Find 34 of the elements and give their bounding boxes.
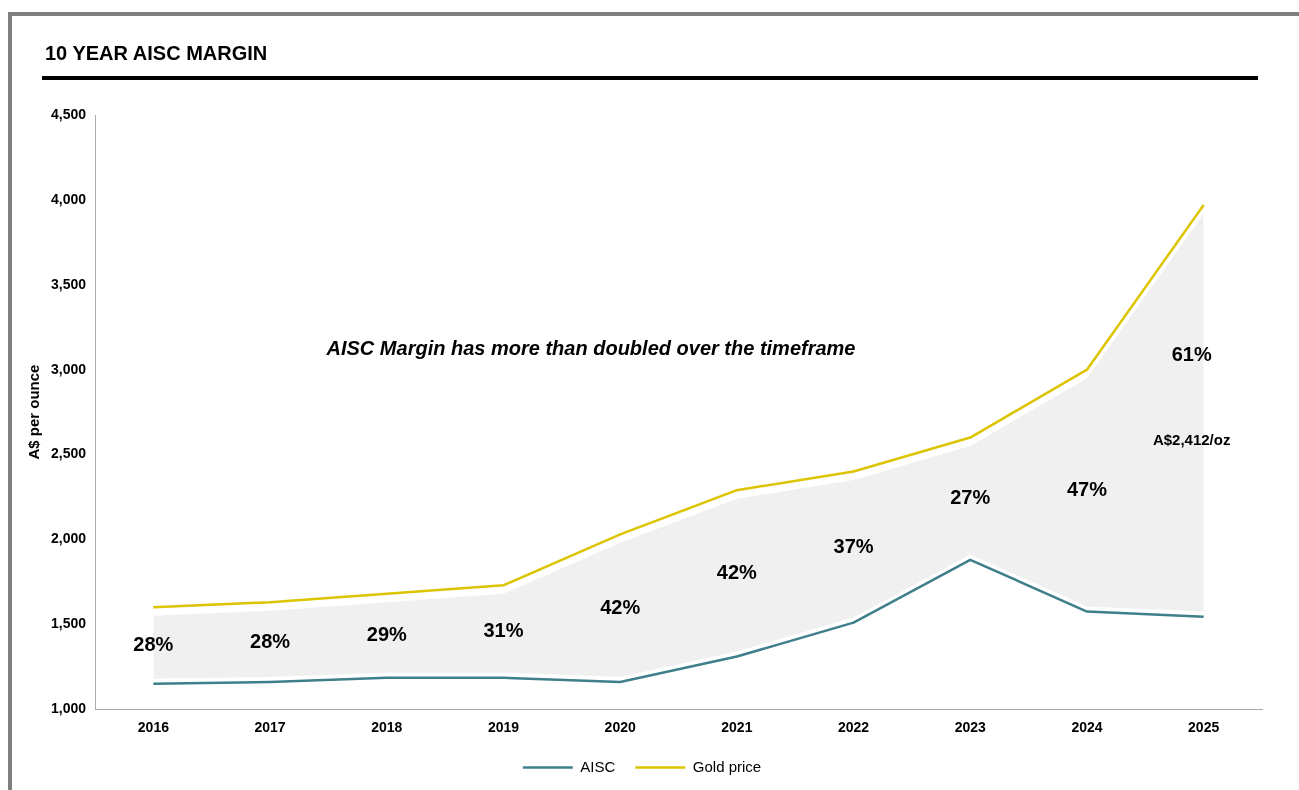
legend-label: Gold price xyxy=(692,757,762,775)
x-tick-label: 2021 xyxy=(721,719,753,736)
annotation: 28% xyxy=(133,633,174,656)
y-tick-label: 1,500 xyxy=(50,615,87,632)
x-tick-label: 2023 xyxy=(954,719,987,736)
annotation: 42% xyxy=(600,595,641,618)
annotation: 37% xyxy=(833,534,874,557)
annotation: 29% xyxy=(366,623,408,646)
x-tick-label: 2017 xyxy=(254,719,286,736)
x-tick-label: 2020 xyxy=(604,719,636,736)
y-tick-label: 3,500 xyxy=(50,275,87,292)
chart-title: 10 YEAR AISC MARGIN xyxy=(45,42,268,65)
x-tick-label: 2018 xyxy=(371,719,403,736)
annotation: 31% xyxy=(483,619,524,642)
x-tick-label: 2022 xyxy=(837,719,870,736)
y-axis-title: A$ per ounce xyxy=(25,364,43,460)
annotation: 61% xyxy=(1171,343,1212,366)
x-tick-label: 2025 xyxy=(1188,719,1220,736)
annotation: AISC Margin has more than doubled over the timeframe xyxy=(325,337,856,360)
annotation: 27% xyxy=(950,486,991,509)
y-tick-label: 4,500 xyxy=(50,105,87,122)
legend-label: AISC xyxy=(580,757,616,775)
y-tick-label: 2,000 xyxy=(50,530,87,547)
x-tick-label: 2024 xyxy=(1071,719,1103,736)
annotation: 47% xyxy=(1066,478,1108,501)
y-tick-label: 4,000 xyxy=(50,190,87,207)
annotation: 28% xyxy=(250,629,291,652)
y-tick-label: 3,000 xyxy=(50,360,87,377)
x-tick-label: 2019 xyxy=(487,719,520,736)
x-tick-label: 2016 xyxy=(137,719,170,736)
y-tick-label: 1,000 xyxy=(50,700,87,717)
annotation: 42% xyxy=(716,560,758,583)
y-tick-label: 2,500 xyxy=(50,445,87,462)
annotation: A$2,412/oz xyxy=(1152,430,1231,448)
